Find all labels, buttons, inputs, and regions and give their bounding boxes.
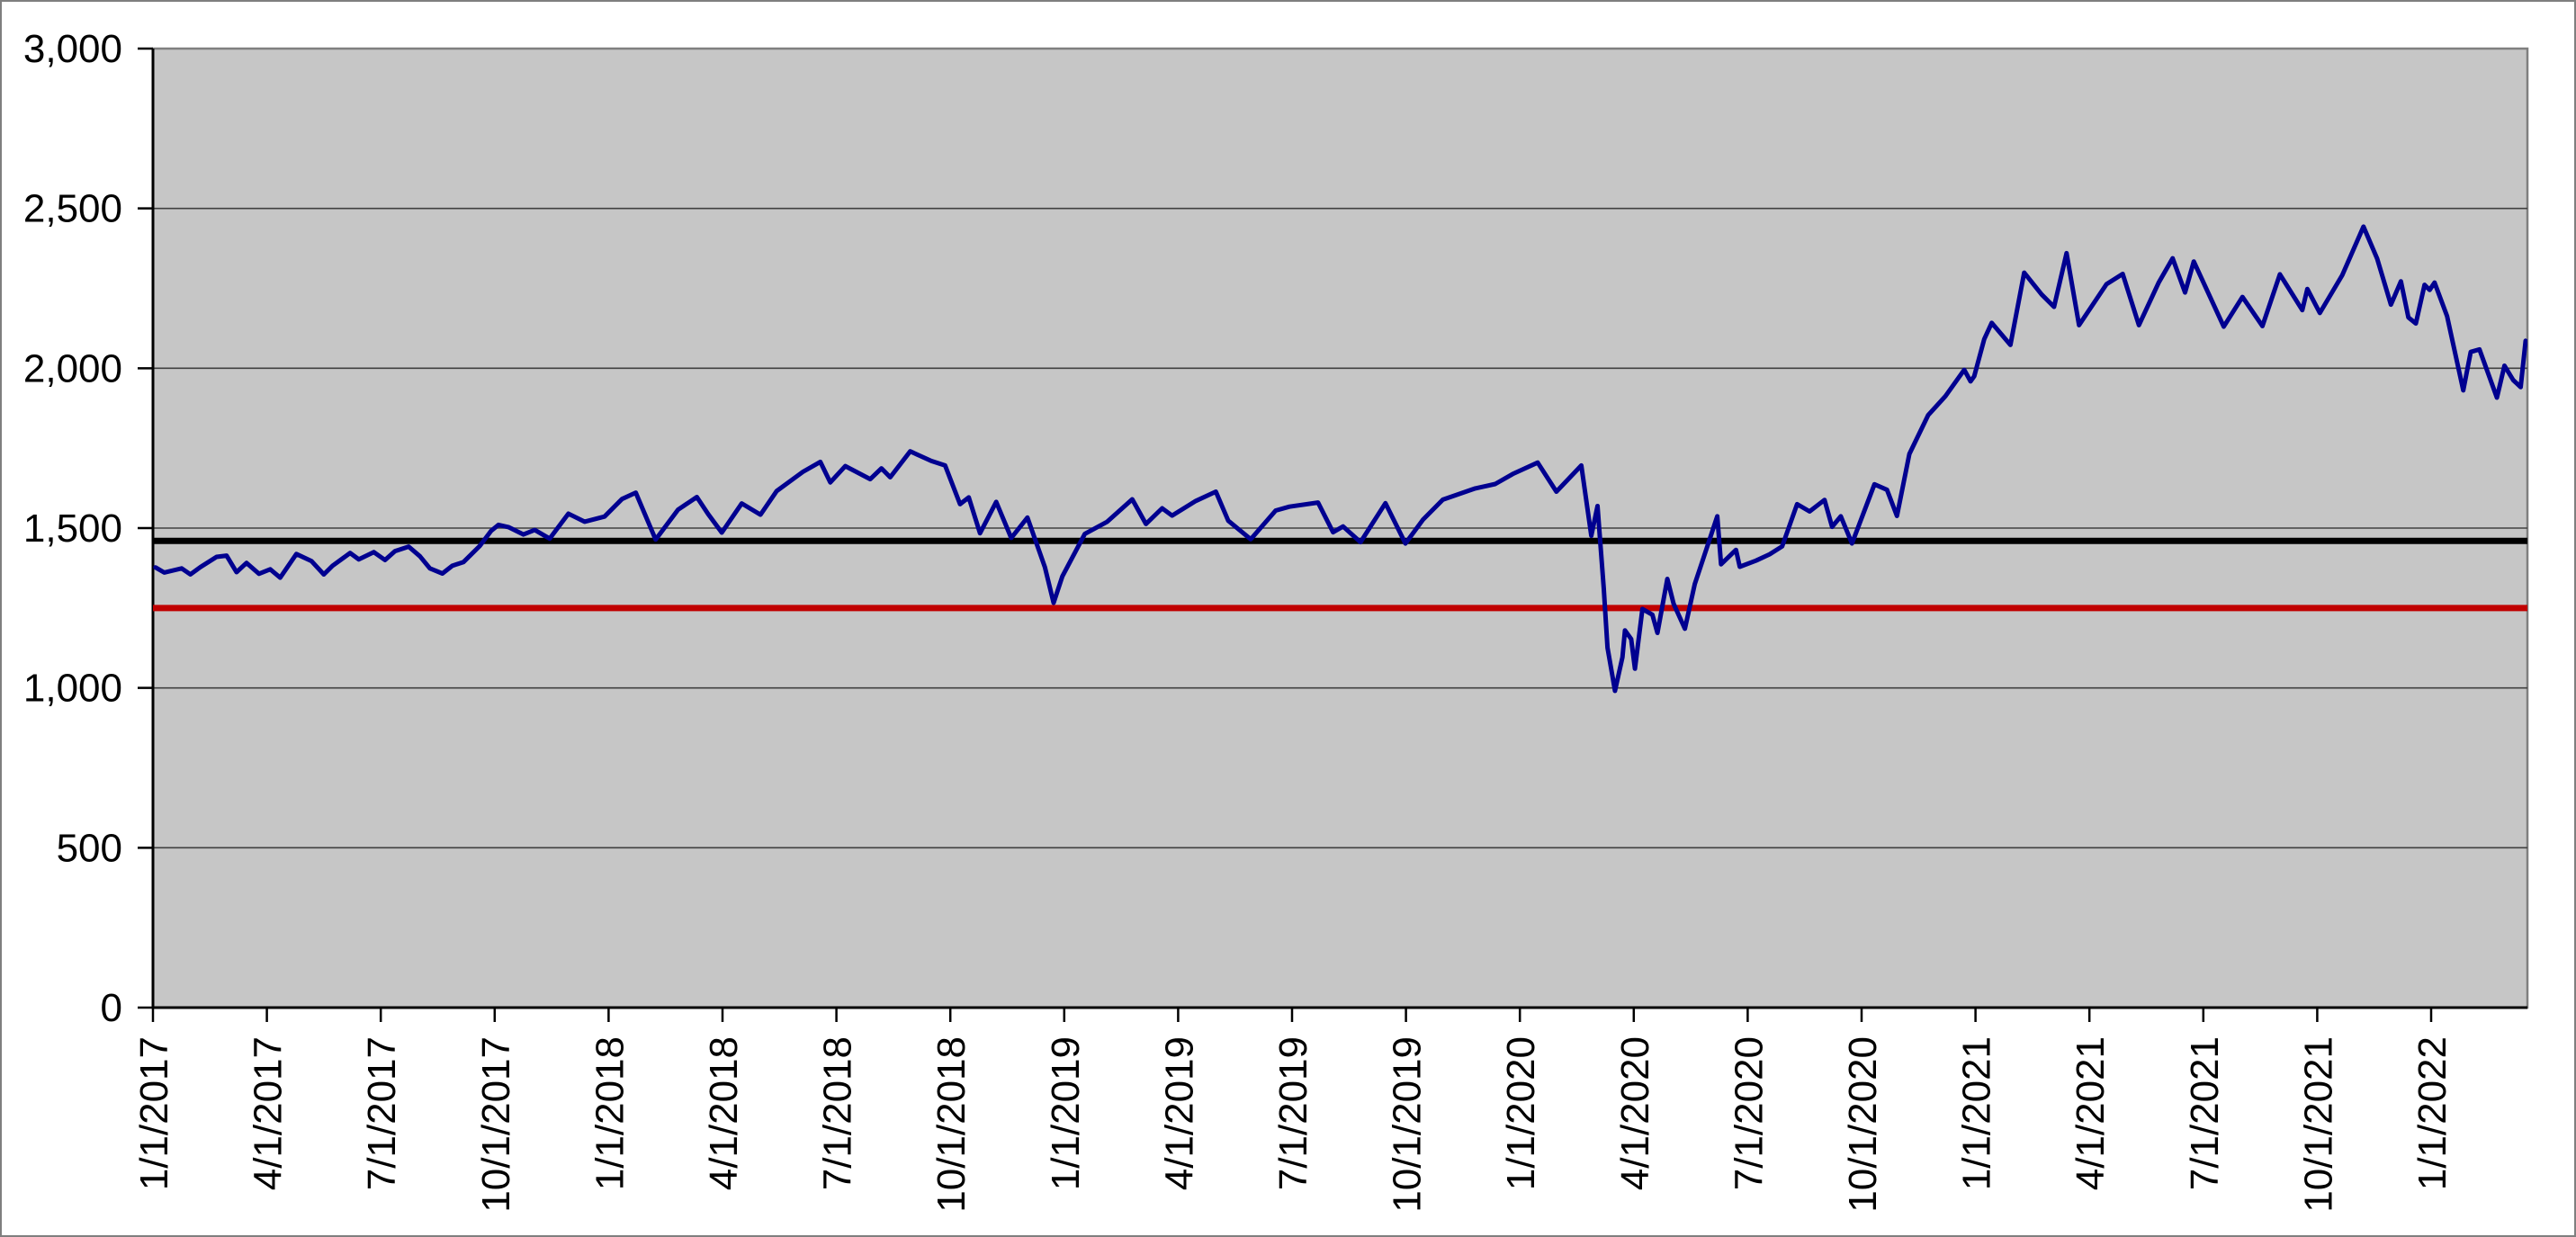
x-axis-label: 7/1/2019 [1271,1036,1315,1190]
x-axis-label: 7/1/2021 [2183,1036,2227,1190]
x-axis-label: 4/1/2018 [702,1036,746,1190]
x-axis-label: 4/1/2020 [1613,1036,1657,1190]
y-axis-label: 1,500 [23,506,122,551]
x-axis-label: 4/1/2021 [2069,1036,2113,1190]
x-axis-label: 1/1/2020 [1499,1036,1543,1190]
x-axis-label: 10/1/2018 [929,1036,974,1213]
x-axis-label: 1/1/2017 [132,1036,176,1190]
x-axis-label: 7/1/2017 [360,1036,404,1190]
y-axis-label: 1,000 [23,667,122,711]
x-axis-label: 1/1/2021 [1955,1036,1999,1190]
x-axis-label: 1/1/2018 [588,1036,632,1190]
y-axis-label: 0 [101,986,122,1030]
x-axis-label: 10/1/2021 [2296,1036,2340,1213]
x-axis-label: 1/1/2022 [2410,1036,2455,1190]
x-axis-label: 7/1/2020 [1727,1036,1771,1190]
y-axis-label: 2,000 [23,346,122,390]
series-line-daily-index-close [153,224,2527,694]
x-axis-label: 4/1/2017 [247,1036,291,1190]
x-axis-label: 7/1/2018 [816,1036,860,1190]
y-axis-label: 3,000 [23,27,122,71]
x-axis-label: 4/1/2019 [1157,1036,1201,1190]
x-axis-label: 10/1/2019 [1386,1036,1430,1213]
x-axis-label: 10/1/2020 [1841,1036,1885,1213]
x-axis-label: 1/1/2019 [1044,1036,1088,1190]
y-axis-label: 2,500 [23,187,122,231]
y-axis-label: 500 [57,826,122,870]
x-axis-label: 10/1/2017 [474,1036,518,1213]
